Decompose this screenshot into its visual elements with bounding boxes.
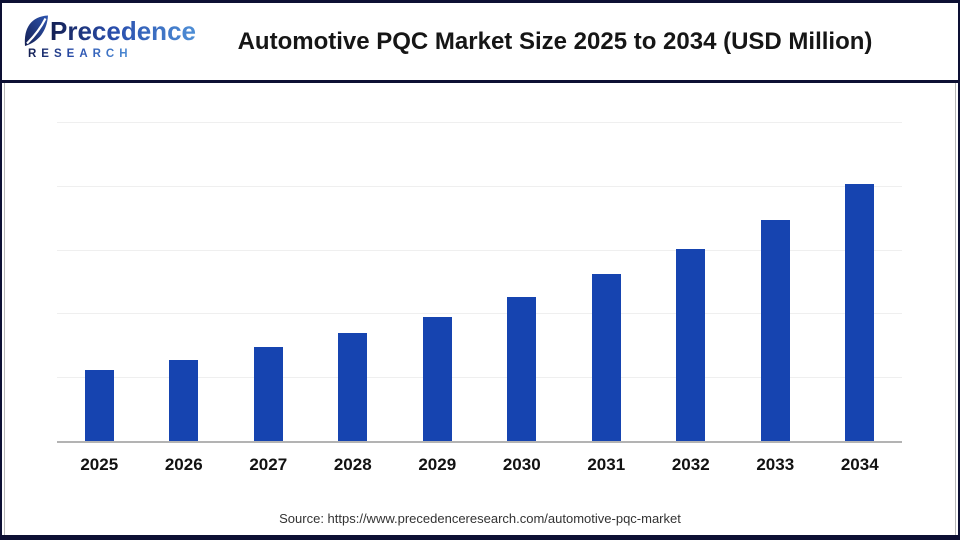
x-tick-label-2031: 2031 — [587, 455, 626, 474]
bar-2028 — [338, 333, 368, 441]
gridline — [57, 377, 902, 379]
bar-2034 — [845, 184, 875, 441]
x-tick-label-2027: 2027 — [249, 455, 288, 474]
chart-panel: 2025 2026 2027 2028 2029 2030 2031 2032 2033 2034… — [4, 83, 956, 535]
x-tick-label-2026: 2026 — [164, 455, 203, 474]
bar-column-2030 — [480, 122, 565, 441]
bar-2030 — [507, 297, 537, 441]
bar-column-2033 — [733, 122, 818, 441]
bar-column-2027 — [226, 122, 311, 441]
gridline — [57, 122, 902, 123]
brand-name: Precedence — [50, 15, 196, 46]
bar-2029 — [422, 316, 452, 441]
x-tick-label-2033: 2033 — [756, 455, 795, 474]
bar-2031 — [591, 274, 621, 441]
x-tick-label-2032: 2032 — [671, 455, 710, 474]
x-tick-label-2030: 2030 — [502, 455, 541, 474]
bar-column-2028 — [311, 122, 396, 441]
source-caption: Source: https://www.precedenceresearch.c… — [279, 511, 681, 526]
bar-column-2025 — [57, 122, 142, 441]
bar-2025 — [84, 370, 114, 441]
x-tick-label-2029: 2029 — [418, 455, 457, 474]
leaf-logo-icon — [24, 15, 48, 46]
bar-2027 — [253, 347, 283, 441]
x-tick-label-2034: 2034 — [840, 455, 879, 474]
x-axis-labels: 2025 2026 2027 2028 2029 2030 2031 2032 2033 2034 — [57, 455, 902, 475]
x-tick-label-2028: 2028 — [333, 455, 372, 474]
plot-area — [57, 122, 902, 443]
bar-column-2031 — [564, 122, 649, 441]
bar-column-2026 — [142, 122, 227, 441]
x-tick-label-2025: 2025 — [80, 455, 119, 474]
bar-column-2032 — [649, 122, 734, 441]
header: Precedence RESEARCH Automotive PQC Marke… — [2, 3, 958, 80]
bar-2032 — [676, 249, 706, 441]
gridline — [57, 313, 902, 315]
brand-subname: RESEARCH — [28, 47, 133, 60]
bar-column-2029 — [395, 122, 480, 441]
gridline — [57, 249, 902, 251]
chart-title: Automotive PQC Market Size 2025 to 2034 … — [237, 27, 873, 55]
bar-series — [57, 122, 902, 441]
bar-2026 — [169, 359, 199, 441]
bar-column-2034 — [818, 122, 903, 441]
header-divider — [2, 80, 958, 83]
brand-logo: Precedence RESEARCH — [20, 12, 196, 72]
gridline — [57, 185, 902, 187]
bar-2033 — [760, 219, 790, 441]
